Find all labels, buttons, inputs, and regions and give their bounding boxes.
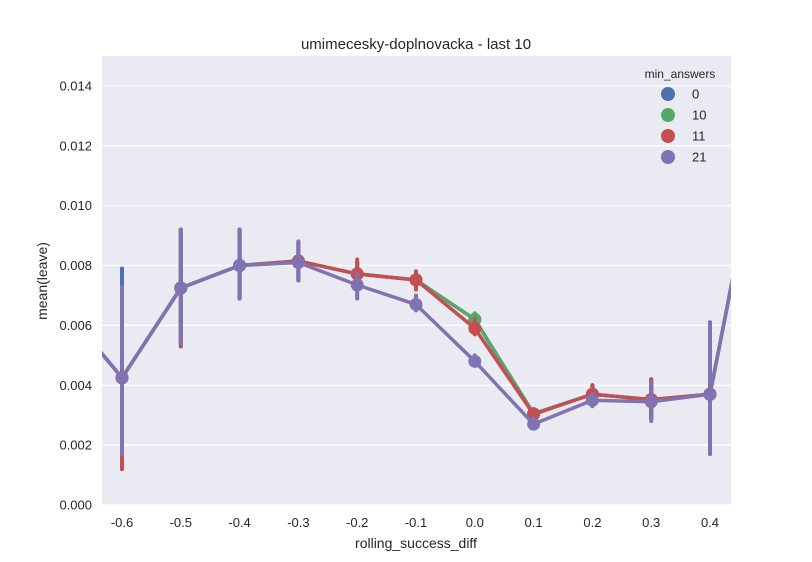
data-point: [115, 371, 129, 385]
x-tick-label: 0.4: [701, 515, 719, 530]
x-tick-label: 0.0: [466, 515, 484, 530]
y-tick-label: 0.000: [59, 498, 92, 513]
grid: [102, 85, 731, 506]
data-point: [233, 259, 247, 273]
data-point: [527, 407, 541, 421]
y-tick-label: 0.006: [59, 318, 92, 333]
y-tick-label: 0.008: [59, 258, 92, 273]
x-tick-label: 0.3: [642, 515, 660, 530]
x-tick-label: -0.2: [346, 515, 368, 530]
y-tick-label: 0.002: [59, 438, 92, 453]
x-tick-label: -0.4: [228, 515, 250, 530]
legend-marker: [661, 87, 675, 101]
y-tick-label: 0.012: [59, 138, 92, 153]
x-tick-label: -0.5: [170, 515, 192, 530]
x-tick-labels: -0.6 -0.5 -0.4 -0.3 -0.2 -0.1 0.0 0.1 0.2 0.3 0.4: [111, 515, 719, 530]
x-tick-label: -0.1: [405, 515, 427, 530]
legend-label: 11: [692, 129, 706, 144]
series-layer: [102, 227, 731, 472]
legend-marker: [661, 129, 675, 143]
data-point: [174, 281, 188, 295]
data-point: [585, 393, 599, 407]
data-point: [409, 297, 423, 311]
data-point: [409, 273, 423, 287]
y-axis-label: mean(leave): [34, 242, 50, 320]
x-tick-label: -0.6: [111, 515, 133, 530]
data-point: [468, 321, 482, 335]
legend-label: 0: [692, 87, 699, 102]
legend: min_answers 0 10 11 21: [645, 67, 716, 165]
x-tick-label: 0.2: [583, 515, 601, 530]
x-tick-label: -0.3: [287, 515, 309, 530]
y-tick-label: 0.004: [59, 378, 92, 393]
data-point: [527, 417, 541, 431]
legend-label: 10: [692, 108, 706, 123]
x-tick-label: 0.1: [525, 515, 543, 530]
data-point: [291, 256, 305, 270]
data-point: [644, 395, 658, 409]
legend-title: min_answers: [645, 67, 716, 81]
data-point: [350, 278, 364, 292]
legend-marker: [661, 150, 675, 164]
y-tick-labels: 0.000 0.002 0.004 0.006 0.008 0.010 0.012 0.014: [59, 78, 92, 512]
legend-marker: [661, 108, 675, 122]
series-21: [102, 227, 731, 457]
y-tick-label: 0.010: [59, 198, 92, 213]
data-point: [703, 387, 717, 401]
chart-title: umimecesky-doplnovacka - last 10: [301, 36, 531, 53]
x-axis-label: rolling_success_diff: [355, 535, 477, 551]
legend-label: 21: [692, 150, 706, 165]
y-tick-label: 0.014: [59, 78, 92, 93]
data-point: [468, 354, 482, 368]
